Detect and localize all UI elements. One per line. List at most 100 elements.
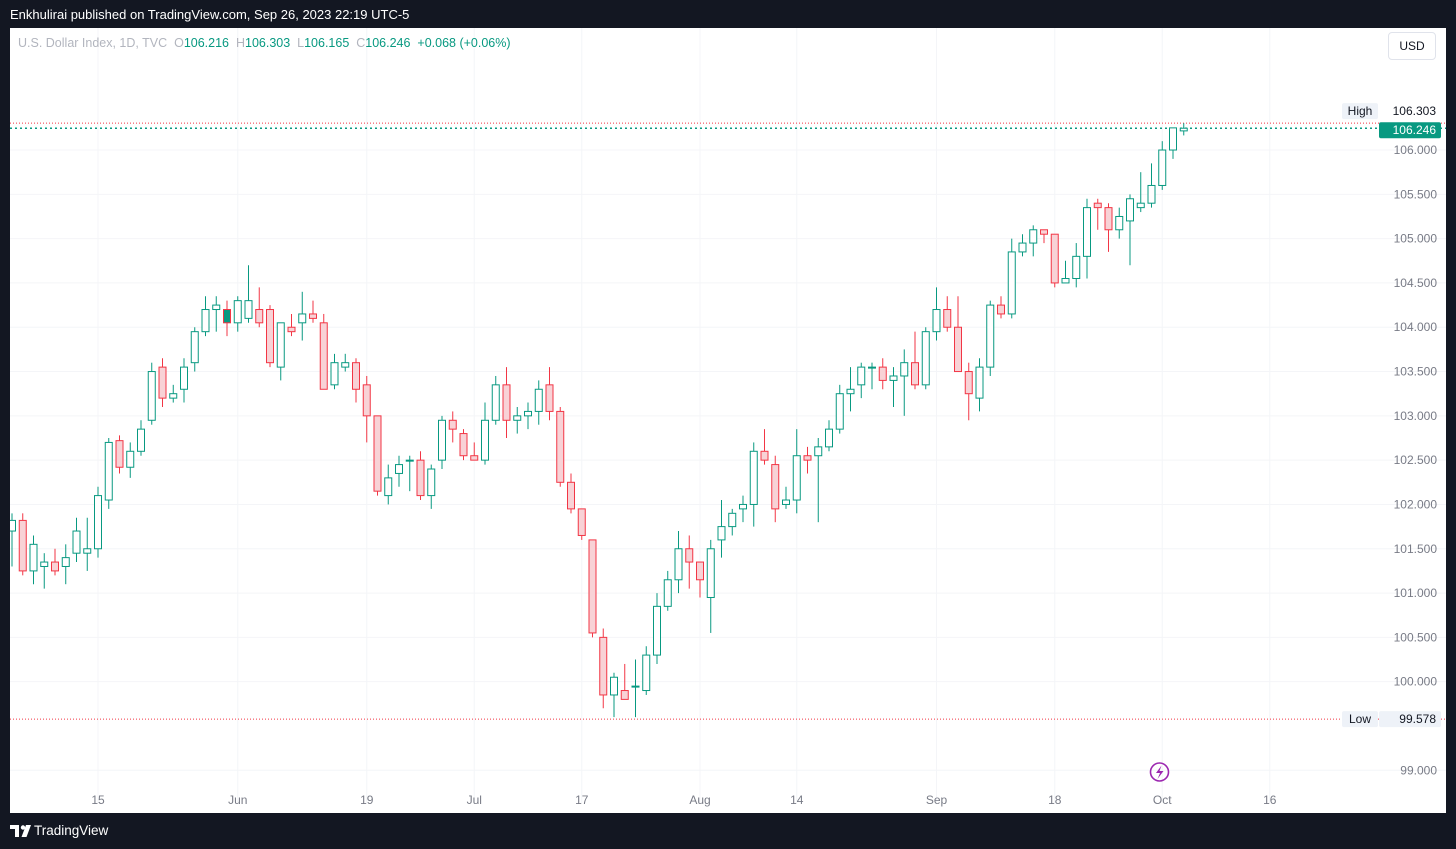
candle[interactable] (491, 375, 500, 425)
candle[interactable] (180, 358, 188, 403)
candle[interactable] (1061, 260, 1070, 284)
candle[interactable] (169, 384, 178, 403)
candle[interactable] (685, 535, 694, 589)
candle[interactable] (190, 327, 199, 372)
currency-button[interactable]: USD (1388, 32, 1436, 60)
symbol-label[interactable]: U.S. Dollar Index, 1D, TVC (18, 36, 168, 50)
candle[interactable] (986, 300, 995, 376)
candle[interactable] (900, 349, 909, 416)
candle[interactable] (706, 539, 715, 633)
candle[interactable] (653, 593, 661, 664)
candle[interactable] (212, 296, 221, 332)
candle[interactable] (674, 531, 683, 594)
candle[interactable] (567, 473, 575, 514)
candle[interactable] (825, 420, 833, 452)
candle[interactable] (792, 429, 801, 514)
candle[interactable] (1136, 172, 1145, 213)
candle[interactable] (470, 442, 479, 461)
candle[interactable] (857, 362, 866, 399)
candle[interactable] (642, 646, 651, 695)
candle[interactable] (911, 331, 919, 390)
candle[interactable] (631, 659, 640, 718)
candle[interactable] (1040, 229, 1048, 244)
candle[interactable] (72, 517, 81, 563)
candle[interactable] (10, 513, 16, 567)
candle[interactable] (577, 508, 586, 540)
candle[interactable] (868, 362, 876, 390)
candle[interactable] (137, 420, 145, 456)
candle[interactable] (319, 313, 328, 390)
candle[interactable] (309, 300, 317, 323)
candle[interactable] (846, 367, 855, 412)
candle[interactable] (696, 561, 704, 598)
candle[interactable] (416, 451, 425, 501)
candle[interactable] (717, 500, 726, 558)
candle[interactable] (459, 429, 468, 461)
candle[interactable] (61, 544, 70, 585)
chart-panel[interactable]: 15 Jun 19 Jul 17 Aug 14 Sep 18 Oct 16 99.000 100.00… (10, 28, 1446, 813)
candle[interactable] (1029, 225, 1038, 257)
candle[interactable] (588, 539, 597, 638)
candle[interactable] (889, 367, 898, 407)
candle[interactable] (814, 438, 823, 523)
candle[interactable] (147, 362, 156, 425)
candle[interactable] (556, 406, 565, 487)
candle[interactable] (545, 367, 554, 421)
candle[interactable] (104, 438, 113, 509)
candle[interactable] (373, 415, 382, 496)
candle[interactable] (1104, 203, 1113, 252)
candle[interactable] (40, 553, 49, 589)
tradingview-logo-icon[interactable] (10, 823, 34, 839)
candle[interactable] (1083, 198, 1091, 279)
candle[interactable] (126, 442, 135, 478)
candle[interactable] (395, 455, 403, 487)
candle[interactable] (599, 628, 608, 709)
candle[interactable] (83, 517, 92, 571)
candle[interactable] (975, 358, 984, 412)
candlestick-chart[interactable]: 15 Jun 19 Jul 17 Aug 14 Sep 18 Oct 16 99.000 100.00… (10, 28, 1446, 813)
candle[interactable] (502, 367, 511, 438)
candle[interactable] (427, 464, 436, 509)
candle[interactable] (878, 358, 887, 390)
candle[interactable] (1126, 194, 1134, 266)
candle[interactable] (438, 415, 446, 470)
candle[interactable] (1072, 243, 1081, 288)
candle[interactable] (921, 327, 930, 390)
candle[interactable] (610, 672, 618, 718)
candle[interactable] (287, 313, 296, 337)
candle[interactable] (803, 446, 812, 474)
candle[interactable] (18, 513, 27, 576)
candle[interactable] (835, 384, 844, 434)
candle[interactable] (760, 429, 769, 465)
candle[interactable] (739, 495, 747, 523)
candle[interactable] (964, 362, 973, 421)
candle[interactable] (1179, 123, 1188, 136)
candle[interactable] (201, 296, 210, 337)
candle[interactable] (158, 358, 167, 407)
candle[interactable] (620, 663, 629, 700)
candle[interactable] (223, 300, 231, 337)
candle[interactable] (276, 322, 285, 381)
candle[interactable] (266, 305, 274, 368)
candle[interactable] (1115, 207, 1124, 239)
candle[interactable] (1093, 198, 1102, 230)
candle[interactable] (352, 358, 360, 403)
candle[interactable] (771, 455, 780, 523)
candle[interactable] (29, 535, 38, 585)
candle[interactable] (1147, 163, 1156, 208)
candle[interactable] (244, 265, 253, 323)
candle[interactable] (51, 548, 59, 576)
candle[interactable] (255, 287, 264, 328)
candle[interactable] (997, 296, 1005, 319)
candle[interactable] (115, 435, 124, 474)
candle[interactable] (233, 296, 242, 332)
candle[interactable] (330, 353, 339, 390)
candle[interactable] (298, 291, 307, 341)
candle[interactable] (1050, 233, 1059, 288)
candle[interactable] (405, 455, 414, 492)
candle[interactable] (341, 353, 350, 372)
candle[interactable] (954, 296, 962, 373)
candle[interactable] (728, 508, 737, 536)
candle[interactable] (94, 486, 102, 558)
candle[interactable] (534, 380, 543, 425)
